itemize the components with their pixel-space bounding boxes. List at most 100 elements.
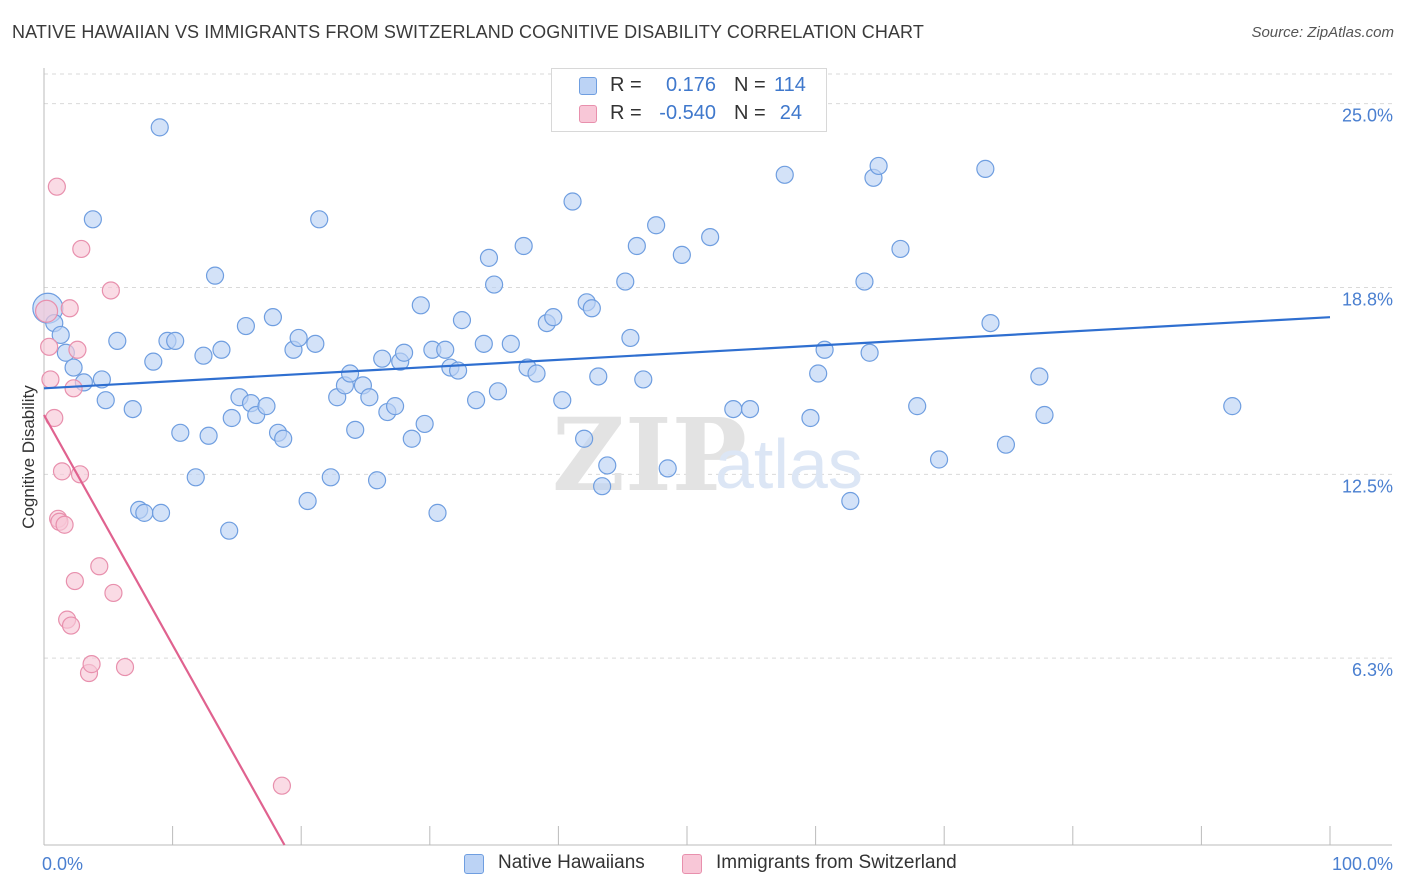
- native-hawaiian-point: [289, 328, 308, 348]
- native-hawaiian-point: [411, 296, 430, 315]
- native-hawaiian-point: [929, 450, 949, 469]
- native-hawaiian-point: [144, 352, 163, 371]
- native-hawaiian-point: [92, 370, 111, 389]
- native-hawaiian-point: [298, 491, 317, 511]
- native-hawaiian-point: [1035, 405, 1054, 425]
- switzerland-point: [104, 583, 123, 603]
- native-hawaiian-point: [222, 408, 241, 428]
- native-hawaiian-point: [563, 192, 582, 211]
- n-value: 114: [774, 74, 806, 96]
- native-hawaiian-point: [627, 236, 646, 256]
- native-hawaiian-point: [257, 397, 276, 416]
- native-hawaiian-point: [860, 343, 879, 362]
- switzerland-point: [115, 657, 135, 677]
- native-hawaiian-point: [891, 239, 910, 259]
- switzerland-point: [52, 462, 72, 481]
- native-hawaiian-point: [589, 367, 608, 386]
- switzerland-point: [61, 616, 81, 635]
- native-hawaiian-point: [428, 503, 447, 522]
- native-hawaiian-point: [360, 388, 379, 407]
- native-hawaiian-point: [151, 503, 171, 522]
- native-hawaiian-point: [740, 399, 760, 419]
- r-value: -0.540: [659, 102, 716, 124]
- native-hawaiian-point: [841, 491, 860, 511]
- native-hawaiian-point: [634, 370, 653, 389]
- native-hawaiian-point: [544, 308, 563, 327]
- switzerland-point: [60, 299, 79, 318]
- native-hawaiian-point: [306, 334, 325, 353]
- chart-title: NATIVE HAWAIIAN VS IMMIGRANTS FROM SWITZ…: [12, 22, 924, 42]
- r-label: R =: [610, 102, 642, 124]
- native-hawaiian-point: [135, 503, 154, 522]
- y-tick-label: 25.0%: [1342, 106, 1393, 126]
- native-hawaiian-point: [908, 397, 927, 416]
- n-value: 24: [779, 102, 802, 124]
- points-layer: [32, 118, 1242, 795]
- native-hawaiian-point: [869, 156, 888, 176]
- switzerland-point: [101, 281, 120, 300]
- native-hawaiian-point: [150, 118, 169, 137]
- native-hawaiian-trend-line: [43, 316, 1331, 390]
- native-hawaiian-point: [701, 227, 720, 247]
- native-hawaiian-point: [263, 308, 283, 327]
- native-hawaiian-point: [186, 468, 205, 487]
- r-value: 0.176: [665, 74, 716, 96]
- native-hawaiian-point: [346, 420, 365, 439]
- native-hawaiian-point: [485, 275, 504, 294]
- native-hawaiian-point: [976, 159, 995, 178]
- native-hawaiian-point: [855, 272, 874, 291]
- native-hawaiian-point: [205, 266, 225, 285]
- native-hawaiian-point: [96, 391, 115, 410]
- native-hawaiian-point: [402, 429, 421, 448]
- native-hawaiian-point: [466, 391, 486, 410]
- native-hawaiian-point: [575, 429, 594, 448]
- switzerland-point: [272, 776, 292, 795]
- stats-row-switzerland: R = -0.540 N = 24: [552, 100, 826, 128]
- x-tick-label: 0.0%: [42, 854, 83, 874]
- switzerland-point: [47, 177, 66, 196]
- switzerland-point: [34, 299, 59, 323]
- native-hawaiian-point: [108, 331, 127, 350]
- switzerland-point: [55, 515, 74, 534]
- legend-label: Native Hawaiians: [498, 852, 645, 873]
- stats-row-native-hawaiians: R = 0.176 N = 114: [552, 72, 826, 100]
- native-hawaiian-point: [310, 210, 329, 229]
- native-hawaiian-point: [274, 429, 293, 448]
- native-hawaiian-point: [621, 328, 640, 348]
- native-hawaiian-point: [488, 382, 508, 401]
- native-hawaiian-point: [514, 236, 533, 256]
- legend-label: Immigrants from Switzerland: [716, 852, 957, 873]
- y-tick-label: 12.5%: [1342, 476, 1393, 496]
- r-label: R =: [610, 74, 642, 96]
- native-hawaiian-point: [598, 456, 617, 475]
- trend-layer: [43, 316, 1331, 846]
- switzerland-point: [90, 557, 109, 576]
- n-label: N =: [734, 74, 766, 96]
- native-hawaiian-point: [1030, 367, 1049, 386]
- native-hawaiian-point: [199, 426, 218, 445]
- native-hawaiian-point: [647, 216, 666, 235]
- native-hawaiian-point: [51, 325, 70, 345]
- native-hawaiian-point: [996, 435, 1016, 454]
- native-hawaiian-point: [123, 399, 142, 419]
- native-hawaiian-point: [373, 349, 392, 368]
- native-hawaiian-point: [171, 423, 190, 442]
- native-hawaiian-point: [474, 334, 493, 353]
- native-hawaiian-point: [553, 391, 572, 410]
- native-hawaiian-point: [809, 364, 828, 383]
- axis-layer: [43, 68, 1392, 846]
- native-hawaiian-point: [981, 313, 1000, 333]
- switzerland-point: [82, 655, 101, 674]
- native-hawaiian-point: [501, 334, 520, 353]
- blue-swatch: [579, 77, 597, 95]
- pink-swatch: [579, 105, 597, 123]
- native-hawaiian-point: [593, 477, 612, 496]
- y-axis-title: Cognitive Disability: [19, 385, 38, 529]
- native-hawaiian-point: [801, 408, 820, 428]
- native-hawaiian-point: [527, 364, 546, 383]
- native-hawaiian-point: [415, 414, 434, 434]
- legend-swatch-pink: [682, 854, 702, 874]
- switzerland-point: [72, 239, 91, 259]
- native-hawaiian-point: [385, 397, 405, 416]
